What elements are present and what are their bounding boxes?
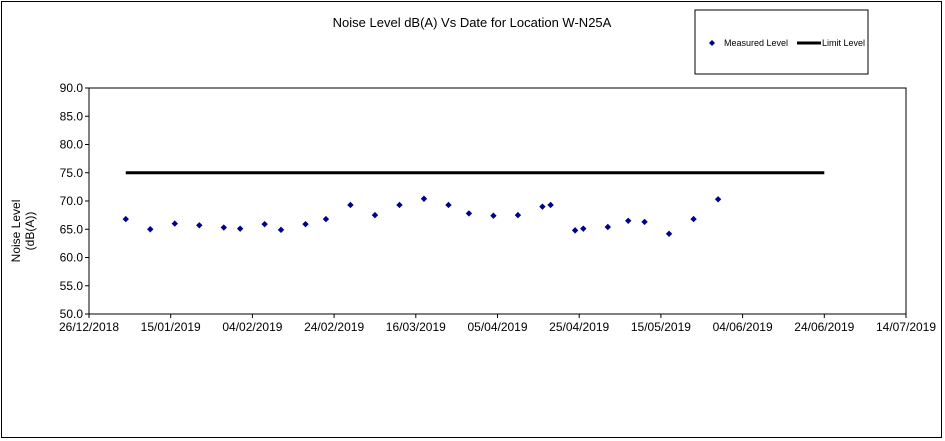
- measured-point: [604, 223, 611, 231]
- plot-area: [88, 87, 907, 315]
- measured-point: [261, 220, 268, 228]
- x-tick-label: 24/02/2019: [304, 320, 364, 334]
- x-tick-label: 25/04/2019: [549, 320, 609, 334]
- measured-point: [571, 227, 579, 234]
- y-axis: 50.0 55.0 60.0 65.0 70.0 75.0 80.0 85.0 90.0: [60, 81, 89, 321]
- measured-point: [396, 201, 403, 209]
- measured-point: [196, 222, 203, 229]
- x-tick-label: 24/06/2019: [794, 320, 854, 334]
- measured-point: [690, 215, 697, 223]
- y-axis-title-line-1: Noise Level: [9, 200, 23, 263]
- measured-point: [347, 201, 354, 209]
- measured-point: [171, 220, 178, 227]
- legend-box: [694, 9, 869, 75]
- y-tick-label: 90.0: [60, 81, 84, 95]
- measured-point: [122, 215, 129, 223]
- y-tick-label: 60.0: [60, 251, 84, 265]
- y-tick-label: 50.0: [60, 307, 84, 321]
- measured-point: [625, 217, 632, 224]
- x-tick-label: 14/07/2019: [876, 320, 936, 334]
- y-axis-title: Noise Level (dB(A)): [9, 200, 37, 263]
- measured-point: [465, 210, 473, 217]
- legend-label-limit: Limit Level: [822, 38, 865, 48]
- legend: Measured Level Limit Level: [694, 9, 869, 75]
- y-tick-label: 65.0: [60, 222, 84, 236]
- y-tick-label: 80.0: [60, 138, 84, 152]
- measured-point: [580, 225, 587, 232]
- measured-point: [714, 196, 722, 203]
- x-tick-label: 15/01/2019: [141, 320, 201, 334]
- measured-point: [322, 215, 330, 223]
- x-tick-label: 15/05/2019: [631, 320, 691, 334]
- y-tick-label: 85.0: [60, 109, 84, 123]
- measured-point: [220, 224, 228, 231]
- measured-point: [147, 226, 154, 233]
- legend-label-measured: Measured Level: [724, 38, 788, 48]
- measured-point: [302, 220, 309, 228]
- y-tick-label: 75.0: [60, 166, 84, 180]
- measured-point: [236, 225, 244, 232]
- measured-point: [420, 195, 428, 202]
- x-tick-label: 04/02/2019: [222, 320, 282, 334]
- measured-point: [539, 203, 546, 210]
- x-tick-label: 05/04/2019: [467, 320, 527, 334]
- legend-marker-measured: [709, 40, 715, 46]
- measured-point: [641, 218, 648, 226]
- measured-point: [277, 226, 285, 234]
- y-axis-title-line-2: (dB(A)): [23, 212, 37, 251]
- x-tick-label: 04/06/2019: [713, 320, 773, 334]
- x-tick-label: 26/12/2018: [59, 320, 119, 334]
- y-tick-label: 70.0: [60, 194, 84, 208]
- measured-point: [514, 211, 522, 219]
- measured-level-series: [122, 195, 722, 237]
- measured-point: [445, 201, 452, 209]
- measured-point: [490, 212, 497, 219]
- measured-point: [547, 201, 554, 209]
- x-tick-label: 16/03/2019: [386, 320, 446, 334]
- y-tick-label: 55.0: [60, 279, 84, 293]
- measured-point: [371, 211, 379, 219]
- chart-title: Noise Level dB(A) Vs Date for Location W…: [333, 15, 612, 30]
- x-axis: 26/12/2018 15/01/2019 04/02/2019 24/02/2019…: [59, 314, 936, 334]
- measured-point: [665, 230, 673, 237]
